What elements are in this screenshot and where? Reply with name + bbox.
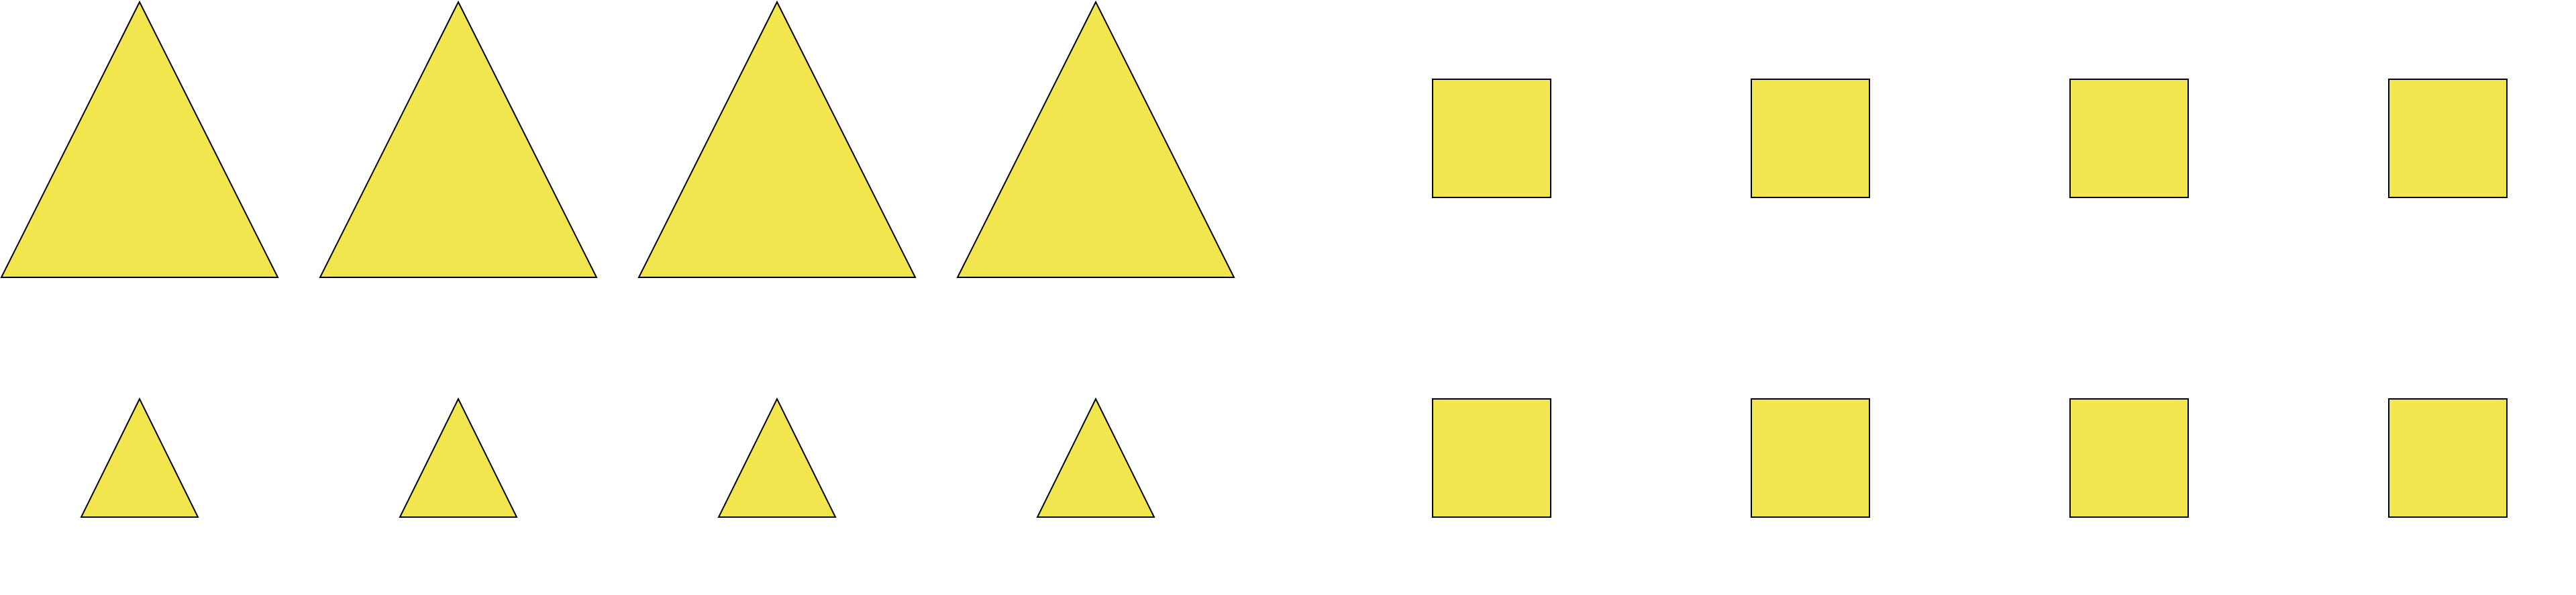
top-row-triangles — [0, 0, 1235, 278]
large-triangle — [0, 0, 279, 278]
square — [1432, 79, 1551, 198]
top-row-squares — [1432, 79, 2508, 198]
square — [2388, 398, 2508, 518]
small-triangle — [80, 397, 199, 518]
square — [1751, 398, 1870, 518]
large-triangle — [319, 0, 598, 278]
large-triangle — [637, 0, 917, 278]
large-triangle — [956, 0, 1235, 278]
bottom-row-triangles — [80, 397, 1155, 518]
square — [2069, 398, 2189, 518]
square — [2069, 79, 2189, 198]
small-triangle — [717, 397, 837, 518]
square — [2388, 79, 2508, 198]
square — [1432, 398, 1551, 518]
small-triangle — [1036, 397, 1155, 518]
bottom-row-squares — [1432, 398, 2508, 518]
small-triangle — [399, 397, 518, 518]
square — [1751, 79, 1870, 198]
